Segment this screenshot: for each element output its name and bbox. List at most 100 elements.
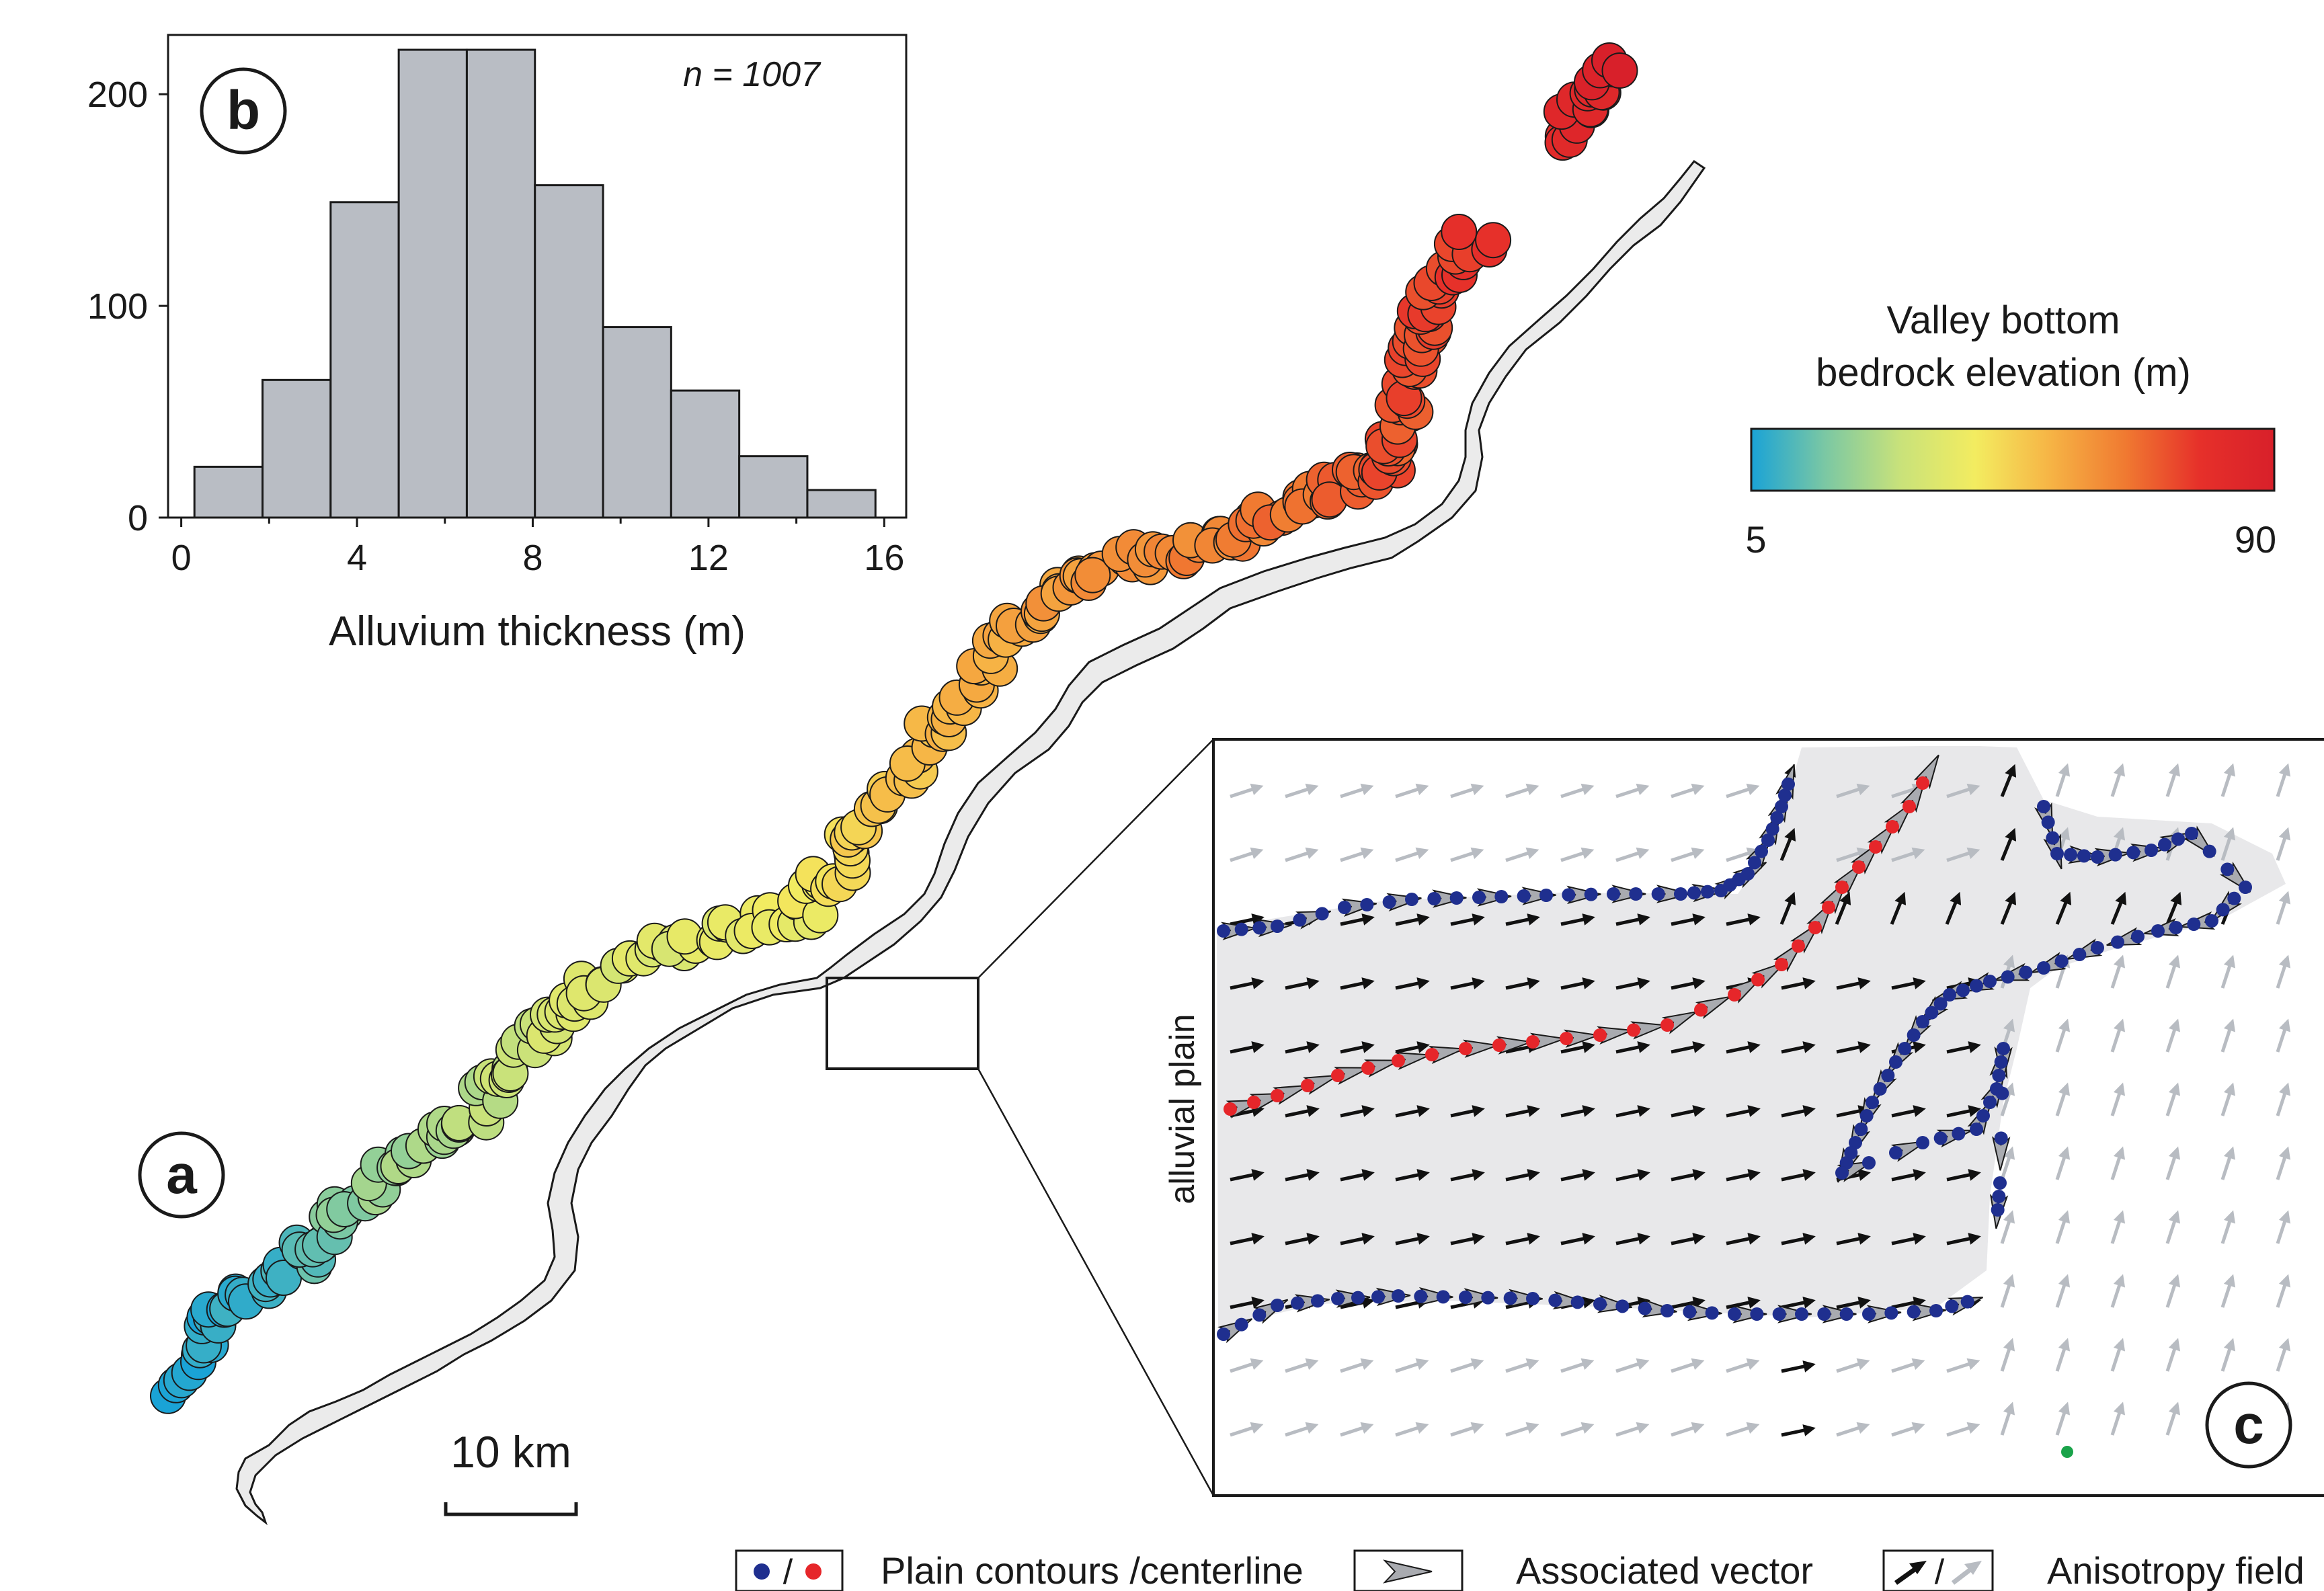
contour-dot [2169, 921, 2183, 934]
contour-dot [2001, 970, 2015, 984]
contour-dot [2202, 844, 2216, 858]
contour-dot [1859, 1109, 1874, 1123]
contour-dot [1584, 887, 1598, 901]
green-marker [2061, 1446, 2073, 1458]
anisotropy-arrow [2000, 1401, 2015, 1436]
anisotropy-arrow [1671, 1358, 1705, 1373]
contour-dot [1916, 1136, 1929, 1149]
anisotropy-arrow [1395, 977, 1430, 990]
histogram-bar [397, 48, 468, 519]
contour-dot [1849, 1136, 1862, 1149]
anisotropy-arrow [1836, 1233, 1871, 1246]
contour-dot [1761, 833, 1775, 847]
contour-dot [1539, 889, 1553, 902]
anisotropy-arrow [2220, 954, 2236, 989]
contour-dot [2158, 838, 2171, 852]
anisotropy-arrow [1781, 977, 1816, 990]
anisotropy-arrow [2000, 1338, 2015, 1372]
elevation-points [150, 42, 1638, 1414]
legend-contours-label: Plain contours /centerline [881, 1549, 1304, 1591]
contour-dot [1835, 1166, 1849, 1180]
centerline-dot [1886, 820, 1899, 833]
legend-field-label: Anisotropy field [2047, 1549, 2305, 1591]
contour-dot [2064, 848, 2077, 862]
anisotropy-arrow [2220, 1338, 2236, 1372]
anisotropy-arrow [1946, 1105, 1981, 1118]
anisotropy-arrow [1836, 1041, 1871, 1054]
anisotropy-arrow [1395, 847, 1429, 862]
anisotropy-arrow [1450, 847, 1484, 862]
centerline-dot [1425, 1048, 1439, 1061]
contour-dot [2019, 965, 2033, 979]
anisotropy-arrow [1560, 913, 1595, 926]
anisotropy-arrow [1615, 1358, 1650, 1373]
contour-dot [2037, 961, 2050, 975]
anisotropy-arrow [1395, 1358, 1429, 1373]
anisotropy-arrow [2220, 1146, 2236, 1180]
contour-dot [1651, 887, 1665, 901]
contour-dot [1615, 1299, 1630, 1313]
anisotropy-arrow [2055, 1082, 2071, 1116]
anisotropy-arrow [2000, 1274, 2015, 1308]
contour-dot [2041, 815, 2055, 829]
anisotropy-arrow [2055, 891, 2072, 925]
contour-dot [1741, 867, 1755, 881]
centerline-dot [1560, 1032, 1573, 1045]
panel-label-b: b [200, 67, 287, 155]
anisotropy-arrow [1615, 1105, 1650, 1118]
contour-dot [1291, 1296, 1304, 1310]
contour-dot [1728, 1307, 1741, 1321]
panel-a-map: 10 km a Valley bottom bedrock elevation … [138, 42, 2276, 1526]
centerline-dot [1902, 800, 1916, 813]
anisotropy-arrow [1395, 1105, 1430, 1118]
anisotropy-arrow [1395, 783, 1429, 799]
anisotropy-arrow [1891, 1233, 1926, 1246]
panel-label-c: c [2205, 1381, 2292, 1469]
anisotropy-arrow [1836, 1358, 1870, 1373]
anisotropy-arrow [1726, 913, 1761, 926]
contour-dot [2171, 832, 2185, 846]
x-tick-label: 12 [688, 538, 729, 578]
anisotropy-arrow [1726, 1233, 1761, 1246]
anisotropy-arrow [1450, 913, 1485, 926]
anisotropy-arrow [1450, 1233, 1485, 1246]
centerline-dot [1792, 939, 1805, 953]
anisotropy-arrow [1285, 783, 1319, 799]
centerline-dot [1822, 901, 1835, 914]
anisotropy-arrow [1615, 1422, 1650, 1437]
histogram-bar [602, 326, 672, 519]
contour-dot [1916, 1015, 1929, 1028]
anisotropy-arrow [1891, 1105, 1926, 1118]
anisotropy-arrow [2110, 1210, 2126, 1244]
anisotropy-arrow [1946, 1169, 1981, 1182]
contour-dot [2111, 935, 2124, 949]
inset-side-label: alluvial plain [1163, 1014, 1202, 1204]
anisotropy-arrow [1946, 847, 1980, 862]
contour-dot [1683, 1305, 1697, 1319]
anisotropy-arrow [1450, 1422, 1484, 1437]
anisotropy-arrow [1285, 847, 1319, 862]
legend-vector-label: Associated vector [1516, 1549, 1813, 1591]
contour-dot [1929, 1304, 1943, 1317]
anisotropy-arrow [2220, 1018, 2236, 1053]
anisotropy-arrow [1230, 783, 1264, 799]
anisotropy-arrow [1285, 1041, 1320, 1054]
contour-dot [2205, 914, 2218, 928]
contour-dot [1526, 1292, 1539, 1305]
anisotropy-arrow [1836, 977, 1871, 990]
anisotropy-arrow [1891, 1422, 1925, 1437]
anisotropy-arrow [1781, 1105, 1816, 1118]
anisotropy-arrow [1505, 1422, 1539, 1437]
anisotropy-arrow [1671, 977, 1706, 990]
anisotropy-arrow [1450, 783, 1484, 799]
anisotropy-arrow [2220, 1082, 2236, 1116]
contour-dot [1770, 811, 1784, 825]
anisotropy-arrow [1726, 783, 1760, 799]
contour-dot [1360, 898, 1374, 911]
contour-dot [1884, 1306, 1898, 1320]
anisotropy-arrow [2165, 1338, 2181, 1372]
contour-dot [1956, 983, 1970, 997]
contour-dot [1607, 887, 1620, 901]
anisotropy-arrow [1230, 1358, 1264, 1373]
contour-dot [2239, 881, 2252, 894]
